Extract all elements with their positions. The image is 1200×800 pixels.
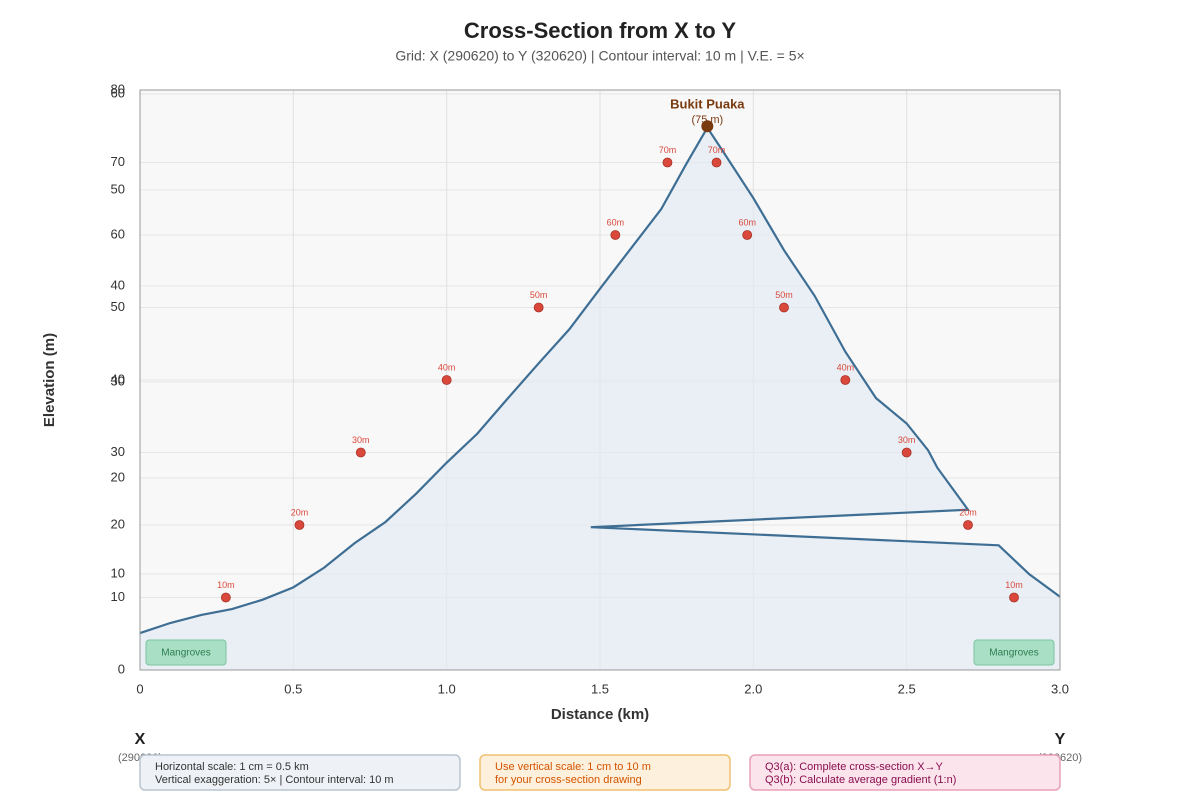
x-tick-label: 1.0 — [438, 681, 456, 696]
contour-point — [779, 302, 789, 313]
contour-label: 40m — [438, 362, 456, 372]
note-box — [749, 754, 1061, 791]
note-box — [479, 754, 731, 791]
note-box — [139, 754, 461, 791]
plot-border — [139, 89, 1061, 671]
note-text: Q3(a): Complete cross-section X→Y — [765, 761, 944, 773]
y-tick-label: 20 — [111, 516, 125, 531]
x-tick-label: 2.0 — [744, 681, 762, 696]
peak-value-label: (75 m) — [691, 114, 723, 126]
endpoint-label: X — [135, 731, 146, 748]
contour-label: 60m — [738, 217, 756, 227]
contour-label: 50m — [775, 290, 793, 300]
note-text: Q3(b): Calculate average gradient (1:n) — [765, 774, 956, 786]
contour-label: 20m — [959, 507, 977, 517]
contour-point — [840, 375, 851, 385]
chart-title: Cross-Section from X to Y — [464, 18, 737, 43]
y2-tick-label: 20 — [111, 469, 125, 484]
profile-area — [140, 127, 1060, 670]
mangrove-label: Mangroves — [161, 648, 210, 659]
y2-tick-label: 50 — [111, 181, 125, 196]
endpoint-label: Y — [1055, 731, 1066, 748]
contour-point — [220, 592, 231, 603]
peak-label: Bukit Puaka — [670, 97, 745, 112]
profile-line — [139, 125, 1061, 635]
y-tick-label: 30 — [111, 444, 125, 459]
mangrove-box — [973, 639, 1055, 666]
contour-label: 30m — [352, 435, 370, 445]
contour-point — [533, 302, 544, 313]
contour-label: 60m — [607, 217, 625, 227]
y2-tick-label: 40 — [111, 277, 125, 292]
contour-point — [901, 447, 912, 458]
contour-point — [294, 520, 305, 530]
contour-point — [355, 447, 366, 458]
mangrove-label: Mangroves — [989, 648, 1038, 659]
note-text: Use vertical scale: 1 cm to 10 m — [495, 761, 651, 773]
contour-point — [711, 157, 722, 168]
x-tick-label: 1.5 — [591, 681, 609, 696]
y-tick-label: 0 — [118, 661, 125, 676]
y-axis-label: Elevation (m) — [41, 333, 58, 427]
y-tick-label: 60 — [111, 226, 125, 241]
contour-point — [1009, 592, 1019, 603]
y-tick-label: 80 — [111, 81, 125, 96]
y-tick-label: 50 — [111, 299, 125, 314]
y2-tick-label: 30 — [111, 373, 125, 388]
y2-tick-label: 60 — [111, 85, 125, 100]
y2-tick-label: 10 — [111, 565, 125, 580]
contour-label: 70m — [659, 145, 677, 155]
note-text: Horizontal scale: 1 cm = 0.5 km — [155, 761, 309, 773]
contour-point — [742, 230, 753, 240]
contour-point — [662, 157, 673, 168]
y-tick-label: 40 — [111, 371, 125, 386]
contour-label: 70m — [708, 145, 726, 155]
x-axis-label: Distance (km) — [551, 706, 649, 723]
contour-label: 10m — [1005, 580, 1023, 590]
peak-point — [701, 120, 714, 133]
contour-point — [610, 230, 621, 240]
contour-label: 50m — [530, 290, 548, 300]
chart-subtitle: Grid: X (290620) to Y (320620) | Contour… — [395, 48, 804, 64]
mangrove-box — [145, 639, 227, 666]
contour-point — [441, 375, 452, 385]
x-tick-label: 0.5 — [284, 681, 302, 696]
x-tick-label: 3.0 — [1051, 681, 1069, 696]
contour-label: 30m — [898, 435, 916, 445]
y-tick-label: 10 — [111, 589, 125, 604]
contour-label: 10m — [217, 580, 235, 590]
x-tick-label: 0 — [136, 681, 143, 696]
contour-point — [963, 520, 973, 530]
x-tick-label: 2.5 — [898, 681, 916, 696]
note-text: for your cross-section drawing — [495, 774, 642, 786]
note-text: Vertical exaggeration: 5× | Contour inte… — [155, 774, 394, 786]
y-tick-label: 70 — [111, 154, 125, 169]
contour-label: 40m — [837, 362, 855, 372]
contour-label: 20m — [291, 507, 309, 517]
